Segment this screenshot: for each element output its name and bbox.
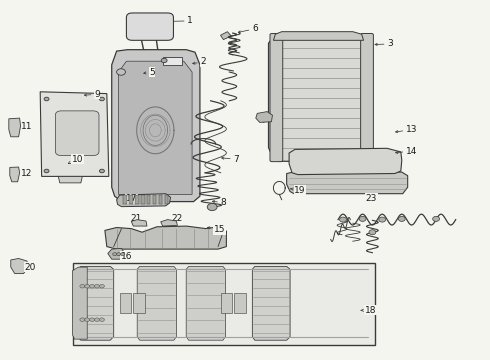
FancyBboxPatch shape — [126, 13, 173, 40]
Text: 19: 19 — [291, 186, 306, 195]
Text: 9: 9 — [84, 90, 100, 99]
Circle shape — [161, 58, 167, 63]
Polygon shape — [165, 195, 168, 204]
Circle shape — [398, 216, 405, 221]
Circle shape — [117, 69, 125, 75]
Polygon shape — [123, 195, 127, 204]
Polygon shape — [289, 148, 402, 175]
Polygon shape — [77, 266, 114, 340]
Circle shape — [90, 284, 95, 288]
Circle shape — [117, 253, 121, 256]
Polygon shape — [234, 293, 246, 313]
Polygon shape — [9, 118, 21, 137]
Circle shape — [99, 284, 104, 288]
Circle shape — [99, 97, 104, 101]
Polygon shape — [161, 220, 177, 226]
Polygon shape — [159, 195, 162, 204]
Text: 23: 23 — [365, 194, 377, 202]
Circle shape — [207, 203, 217, 211]
Text: 16: 16 — [117, 252, 132, 261]
Circle shape — [340, 217, 346, 222]
Circle shape — [369, 230, 376, 235]
Circle shape — [95, 318, 99, 321]
Polygon shape — [40, 92, 109, 176]
Polygon shape — [108, 248, 125, 259]
Text: 22: 22 — [172, 215, 183, 223]
Text: 4: 4 — [259, 116, 266, 125]
FancyBboxPatch shape — [55, 111, 99, 156]
Circle shape — [44, 97, 49, 101]
Text: 3: 3 — [375, 40, 393, 49]
Text: 15: 15 — [207, 225, 225, 234]
Text: 20: 20 — [24, 263, 36, 272]
Polygon shape — [220, 293, 232, 313]
Polygon shape — [133, 293, 145, 313]
Polygon shape — [252, 266, 290, 340]
Text: 7: 7 — [221, 155, 239, 163]
Circle shape — [121, 253, 124, 256]
Circle shape — [99, 318, 104, 321]
Polygon shape — [119, 61, 192, 194]
Circle shape — [80, 318, 85, 321]
FancyBboxPatch shape — [270, 33, 283, 162]
Circle shape — [99, 169, 104, 173]
FancyBboxPatch shape — [361, 33, 373, 162]
Text: 8: 8 — [212, 198, 226, 207]
Text: 5: 5 — [144, 68, 155, 77]
Text: 13: 13 — [395, 125, 417, 134]
Polygon shape — [269, 33, 371, 161]
Circle shape — [44, 169, 49, 173]
Polygon shape — [120, 293, 131, 313]
Text: 12: 12 — [21, 169, 33, 178]
Circle shape — [80, 284, 85, 288]
Polygon shape — [129, 195, 133, 204]
Text: 14: 14 — [395, 147, 417, 156]
Polygon shape — [186, 266, 225, 340]
Text: 21: 21 — [130, 215, 142, 223]
Polygon shape — [105, 226, 226, 249]
Polygon shape — [73, 267, 87, 339]
Circle shape — [379, 217, 386, 222]
Circle shape — [433, 216, 440, 221]
Polygon shape — [256, 112, 272, 122]
Polygon shape — [135, 195, 139, 204]
Polygon shape — [220, 32, 231, 40]
Circle shape — [95, 284, 99, 288]
Text: 17: 17 — [125, 194, 137, 203]
Text: 11: 11 — [21, 122, 33, 131]
FancyBboxPatch shape — [73, 263, 375, 345]
Circle shape — [359, 216, 366, 221]
Polygon shape — [141, 195, 145, 204]
Polygon shape — [11, 258, 28, 274]
Polygon shape — [273, 32, 364, 40]
Circle shape — [85, 284, 90, 288]
Circle shape — [85, 318, 90, 321]
Text: 18: 18 — [361, 306, 376, 315]
Polygon shape — [117, 194, 171, 207]
Polygon shape — [112, 50, 200, 202]
Text: 1: 1 — [163, 17, 193, 26]
Polygon shape — [10, 167, 20, 182]
Polygon shape — [153, 195, 156, 204]
Polygon shape — [58, 176, 82, 183]
Circle shape — [113, 253, 117, 256]
Text: 6: 6 — [238, 24, 258, 33]
Text: 10: 10 — [68, 155, 83, 163]
Polygon shape — [137, 266, 176, 340]
Polygon shape — [131, 220, 147, 226]
Polygon shape — [147, 195, 150, 204]
Polygon shape — [287, 172, 408, 194]
FancyBboxPatch shape — [163, 57, 182, 65]
Circle shape — [90, 318, 95, 321]
Text: 2: 2 — [193, 58, 206, 67]
